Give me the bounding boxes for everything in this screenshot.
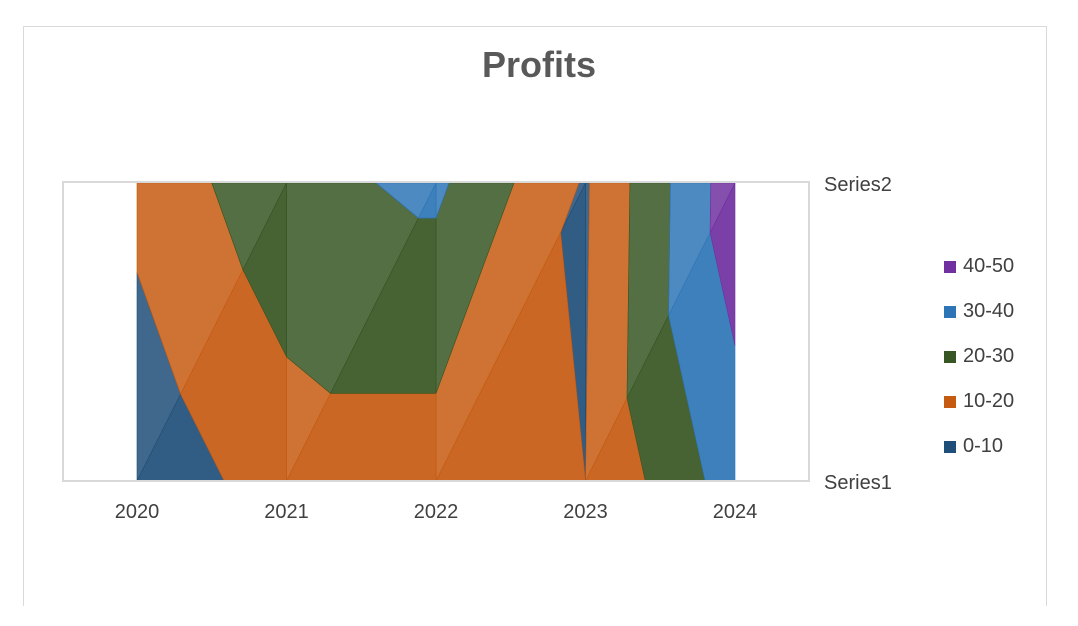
legend-swatch (944, 305, 956, 318)
legend-label: 0-10 (963, 435, 1004, 457)
legend-label: 20-30 (963, 345, 1015, 367)
legend-label: 30-40 (963, 300, 1015, 322)
x-tick-label: 2023 (563, 501, 608, 523)
legend-label: 40-50 (963, 255, 1015, 277)
legend-swatch (944, 440, 956, 453)
series-axis-label: Series2 (824, 174, 892, 196)
plot-frame (62, 181, 810, 482)
legend-item: 30-40 (944, 289, 1014, 334)
depth-axis-labels: Series2 Series1 (824, 174, 892, 494)
legend: 40-50 30-40 20-30 10-20 0-10 (944, 244, 1014, 469)
legend-swatch (944, 260, 956, 273)
x-tick-label: 2022 (414, 501, 459, 523)
legend-label: 10-20 (963, 390, 1015, 412)
x-tick-label: 2024 (713, 501, 758, 523)
x-tick-label: 2020 (115, 501, 160, 523)
legend-swatch (944, 350, 956, 363)
legend-swatch (944, 395, 956, 408)
x-axis-labels: 2020 2021 2022 2023 2024 (115, 501, 758, 523)
chart-title: Profits (481, 44, 596, 85)
legend-item: 20-30 (944, 334, 1014, 379)
series-axis-label: Series1 (824, 472, 892, 494)
legend-item: 10-20 (944, 379, 1014, 424)
x-tick-label: 2021 (264, 501, 309, 523)
legend-item: 40-50 (944, 244, 1014, 289)
surface-layer (136, 182, 736, 482)
legend-item: 0-10 (944, 424, 1014, 469)
